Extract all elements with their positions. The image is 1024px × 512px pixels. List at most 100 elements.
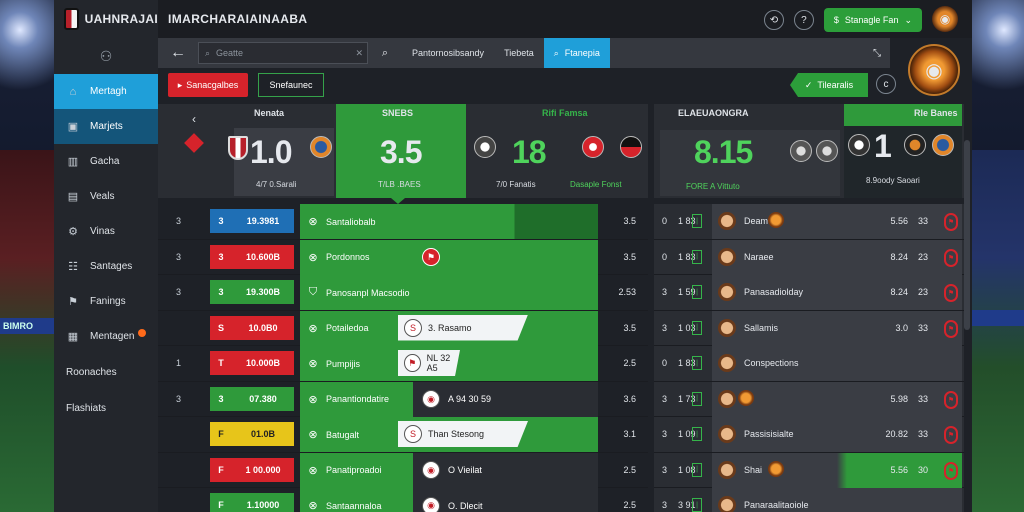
red-ring-icon: ⚑	[944, 426, 958, 444]
search-icon: ⌕	[205, 47, 211, 58]
odds-box[interactable]: 3 10.600B	[210, 244, 294, 269]
odds-value: 10.600B	[245, 251, 281, 262]
match-cell[interactable]: ⊗ Pordonnos ⚑	[300, 239, 598, 275]
score-box-1[interactable]: 1.0 4/7 0.Sarali	[228, 128, 334, 196]
tab-1[interactable]: Tiebeta	[494, 38, 544, 68]
team-name: Potailedoa	[326, 323, 369, 333]
right-table-row[interactable]: 3 3 91 | Panaraalitaoiole	[654, 488, 964, 512]
right-table-row[interactable]: 3 1 59 | Panasadiolday 8.24 23 ⚑	[654, 275, 964, 311]
match-cell[interactable]: ⛉ Panosanpl Macsodio	[300, 275, 598, 310]
search-input[interactable]: ⌕ Geatte ✕	[198, 42, 368, 64]
search-icon-2[interactable]: ⌕	[381, 46, 389, 59]
right-table-row[interactable]: 3 1 03 | Sallamis 3.0 33 ⚑	[654, 310, 964, 346]
tab-label: Tiebeta	[504, 48, 534, 58]
odds-box[interactable]: 3 19.300B	[210, 280, 294, 304]
match-cell[interactable]: ⊗ Santaannaloa ◉ O. Dlecit	[300, 488, 598, 512]
match-cell[interactable]: ⊗ Panantiondatire ◉ A 94 30 59	[300, 381, 598, 417]
right-table-row[interactable]: 0 1 83 | Deam 5.56 33 ⚑	[654, 204, 964, 240]
sidebar-item-label: Mertagh	[90, 86, 127, 97]
right-table-row[interactable]: 0 1 83 | Conspections	[654, 346, 964, 382]
right-score-box[interactable]: 8.15 FORE A Vittuto	[660, 130, 840, 196]
score-box-2[interactable]: SNEBS 3.5 T/LB .BAES	[336, 104, 466, 204]
right-row-main[interactable]: Panaraalitaoiole	[712, 488, 962, 512]
match-cell[interactable]: ⊗ Pumpijis ⚑ NL 32 A5	[300, 346, 598, 381]
match-cell[interactable]: ⊗ Panatiproadoi ◉ O Vieilat	[300, 452, 598, 488]
right-row-main[interactable]: Conspections	[712, 346, 962, 381]
scoreboard-nav: ‹	[158, 104, 230, 198]
odds-box[interactable]: F 1 00.000	[210, 457, 294, 482]
right-row-main[interactable]: Sallamis 3.0 33 ⚑	[712, 310, 962, 346]
sidebar-section-0[interactable]: Roonaches	[66, 366, 117, 378]
sync-icon[interactable]: ⟲	[763, 10, 784, 30]
account-pill[interactable]: $ Stanagle Fan ⌄	[823, 8, 922, 32]
right-table-row[interactable]: 3 1 09 | Passisisialte 20.82 33 ⚑	[654, 417, 964, 453]
player-badge-num: 33	[918, 216, 929, 226]
profile-icon[interactable]: ⚇	[99, 47, 113, 64]
player-avatar	[718, 318, 736, 337]
highlight-chip[interactable]: S Than Stesong	[398, 421, 528, 447]
sidebar-item-4[interactable]: ⚙ Vinas	[54, 214, 158, 249]
prev-icon[interactable]: ‹	[192, 112, 196, 126]
info-icon[interactable]: c	[876, 74, 896, 94]
sidebar-item-0[interactable]: ⌂ Mertagh	[54, 74, 158, 109]
sidebar-item-7[interactable]: ▦ Mentagen	[54, 319, 158, 354]
sidebar-section-1[interactable]: Flashiats	[66, 402, 107, 414]
red-action-button[interactable]: ▸ Sanacgalbes	[168, 73, 248, 97]
highlight-chip[interactable]: ⚑ NL 32 A5	[398, 350, 460, 376]
right-row-main[interactable]: Naraee 8.24 23 ⚑	[712, 239, 962, 275]
match-cell[interactable]: ⊗ Santaliobalb	[300, 204, 598, 239]
odds-box[interactable]: 3 19.3981	[210, 209, 294, 233]
help-icon[interactable]: ?	[793, 10, 814, 30]
back-arrow-icon[interactable]: ←	[170, 44, 186, 61]
green-action-button[interactable]: ✓ Tilearalis	[790, 73, 868, 97]
red-ring-icon: ⚑	[944, 461, 958, 480]
app-logo[interactable]: UAHNRAJAI	[54, 0, 158, 38]
tab-0[interactable]: Pantornosibsandy	[402, 38, 494, 68]
odds-box[interactable]: F 1.10000	[210, 493, 294, 512]
tab-2[interactable]: ⌕ Ftanepia	[543, 38, 610, 68]
match-cell[interactable]: ⊗ Batugalt S Than Stesong	[300, 417, 598, 452]
collapse-icon[interactable]: ⤡	[873, 47, 881, 59]
sidebar-item-5[interactable]: ☷ Santages	[54, 249, 158, 284]
odds-box[interactable]: T 10.000B	[210, 351, 294, 375]
right-table-row[interactable]: 3 1 73 | 5.98 33 ⚑	[654, 381, 964, 417]
right-row-n1: 3	[662, 287, 668, 297]
tiger-avatar-icon[interactable]: ◉	[932, 6, 958, 32]
sidebar-item-1[interactable]: ▣ Marjets	[54, 109, 158, 144]
right-row-main[interactable]: Passisisialte 20.82 33 ⚑	[712, 417, 962, 452]
right-row-main[interactable]: Deam 5.56 33 ⚑	[712, 204, 962, 239]
sidebar-item-3[interactable]: ▤ Veals	[54, 179, 158, 214]
right-row-main[interactable]: Panasadiolday 8.24 23 ⚑	[712, 275, 962, 310]
right-table-row[interactable]: 3 1 08 | Shai 5.56 30 ⚑	[654, 452, 964, 488]
scrollbar[interactable]	[964, 140, 970, 330]
odds-value: 19.300B	[245, 287, 281, 297]
right-row-main[interactable]: 5.98 33 ⚑	[712, 381, 962, 417]
right-green-panel[interactable]: Rle Banes 1 8.9oody Saoari	[844, 104, 962, 198]
right-score-2-sub: 8.9oody Saoari	[866, 176, 920, 185]
match-cell[interactable]: ⊗ Potailedoa S 3. Rasamo	[300, 310, 598, 346]
sidebar-item-6[interactable]: ⚑ Fanings	[54, 284, 158, 319]
right-row-n2: 1 83	[678, 216, 696, 226]
plus-icon: ▸	[177, 79, 183, 90]
highlight-chip[interactable]: S 3. Rasamo	[398, 314, 528, 341]
right-table-row[interactable]: 0 1 83 | Naraee 8.24 23 ⚑	[654, 239, 964, 275]
odds-box[interactable]: F 01.0B	[210, 422, 294, 446]
outline-action-label: Snefaunec	[269, 80, 313, 90]
player-avatar	[718, 247, 736, 266]
odds-box[interactable]: S 10.0B0	[210, 315, 294, 340]
right-row-main[interactable]: Shai 5.56 30 ⚑	[712, 452, 962, 488]
sidebar-item-2[interactable]: ▥ Gacha	[54, 144, 158, 179]
right-row-n2: 1 83	[678, 358, 696, 368]
odds-box[interactable]: 3 07.380	[210, 386, 294, 411]
close-icon[interactable]: ✕	[355, 47, 363, 58]
outline-action-button[interactable]: Snefaunec	[258, 73, 324, 97]
